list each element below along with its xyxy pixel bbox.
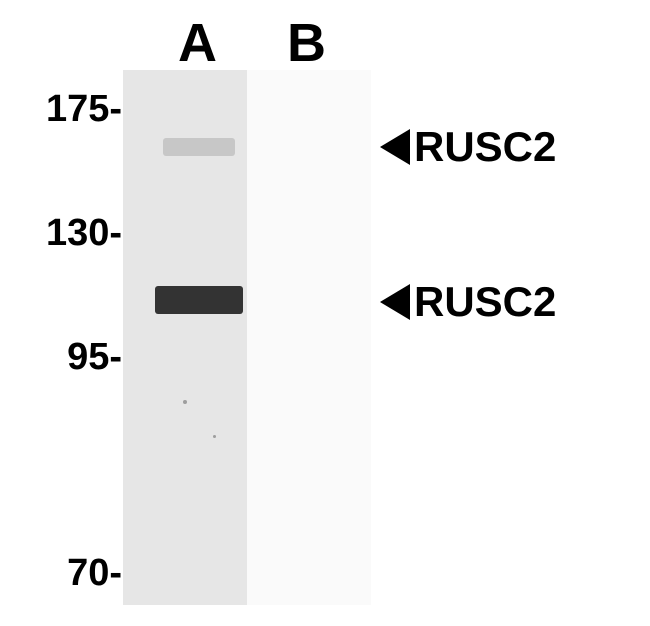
lane-header-A: A <box>178 12 217 74</box>
mw-marker-175: 175- <box>46 88 122 131</box>
band-rusc2-lower <box>155 286 243 314</box>
protein-label-rusc2-upper: RUSC2 <box>380 123 556 171</box>
protein-label-rusc2-lower: RUSC2 <box>380 278 556 326</box>
noise-speck <box>183 400 187 404</box>
mw-marker-70: 70- <box>67 552 122 595</box>
western-blot-figure: A B 175- 130- 95- 70- RUSC2 RUSC2 <box>0 0 650 626</box>
mw-marker-130: 130- <box>46 212 122 255</box>
band-rusc2-upper <box>163 138 235 156</box>
arrow-left-icon <box>380 129 410 165</box>
mw-marker-95: 95- <box>67 336 122 379</box>
protein-name-text: RUSC2 <box>414 123 556 171</box>
arrow-left-icon <box>380 284 410 320</box>
protein-name-text: RUSC2 <box>414 278 556 326</box>
blot-membrane <box>123 70 371 605</box>
lane-header-B: B <box>287 12 326 74</box>
noise-speck <box>213 435 216 438</box>
